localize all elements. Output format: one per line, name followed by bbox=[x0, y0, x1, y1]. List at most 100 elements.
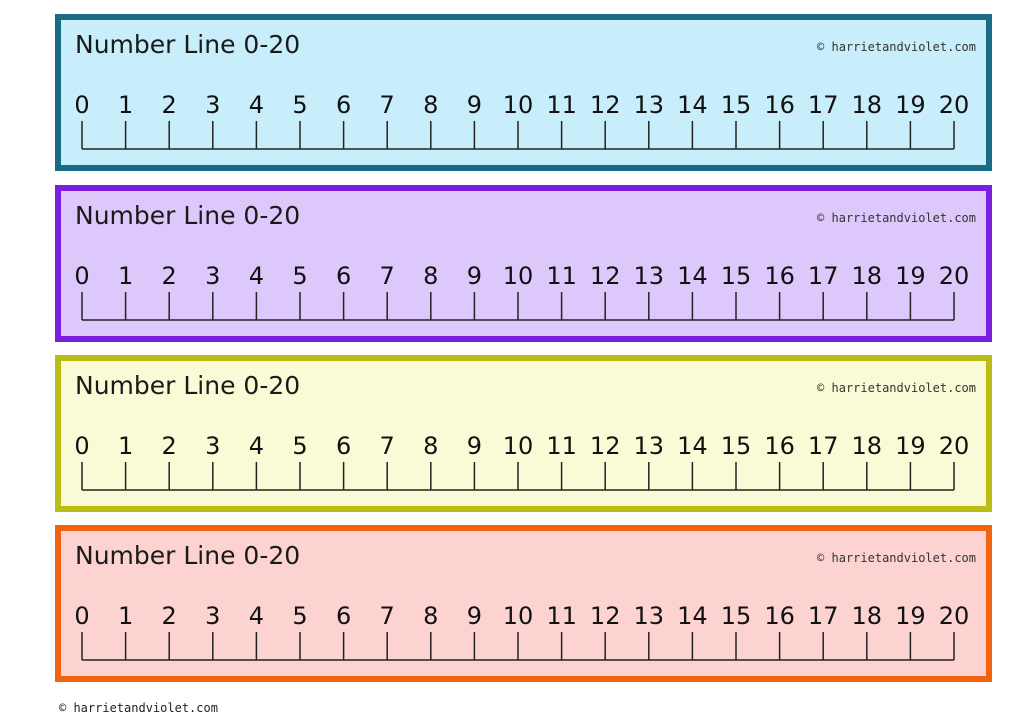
tick-label-8: 8 bbox=[423, 602, 438, 630]
tick-label-17: 17 bbox=[808, 602, 839, 630]
strip-title: Number Line 0-20 bbox=[75, 371, 301, 400]
tick-label-7: 7 bbox=[380, 602, 395, 630]
tick-label-16: 16 bbox=[764, 91, 795, 119]
tick-label-7: 7 bbox=[380, 262, 395, 290]
tick-label-1: 1 bbox=[118, 262, 133, 290]
tick-label-19: 19 bbox=[895, 91, 926, 119]
tick-label-8: 8 bbox=[423, 262, 438, 290]
tick-label-17: 17 bbox=[808, 432, 839, 460]
number-line: 0 1 2 3 4 5 6 7 8 9 10 11 12 13 14 15 16 17 18 19 20 bbox=[74, 602, 970, 661]
strip-title: Number Line 0-20 bbox=[75, 201, 301, 230]
number-line: 0 1 2 3 4 5 6 7 8 9 10 11 12 13 14 15 16 17 18 19 20 bbox=[74, 262, 970, 321]
tick-label-4: 4 bbox=[249, 432, 264, 460]
tick-label-8: 8 bbox=[423, 91, 438, 119]
tick-label-17: 17 bbox=[808, 91, 839, 119]
tick-label-9: 9 bbox=[467, 432, 482, 460]
tick-label-12: 12 bbox=[590, 432, 621, 460]
tick-label-16: 16 bbox=[764, 602, 795, 630]
strip-title: Number Line 0-20 bbox=[75, 30, 301, 59]
tick-label-5: 5 bbox=[292, 91, 307, 119]
tick-label-0: 0 bbox=[74, 602, 89, 630]
tick-label-20: 20 bbox=[939, 91, 970, 119]
tick-label-10: 10 bbox=[503, 432, 534, 460]
tick-label-14: 14 bbox=[677, 91, 708, 119]
tick-label-12: 12 bbox=[590, 262, 621, 290]
tick-label-17: 17 bbox=[808, 262, 839, 290]
strip-copyright-credit: © harrietandviolet.com bbox=[817, 381, 976, 395]
tick-label-7: 7 bbox=[380, 432, 395, 460]
tick-label-11: 11 bbox=[546, 262, 577, 290]
number-line: 0 1 2 3 4 5 6 7 8 9 10 11 12 13 14 15 16 17 18 19 20 bbox=[74, 432, 970, 491]
tick-label-3: 3 bbox=[205, 91, 220, 119]
strip-copyright-credit: © harrietandviolet.com bbox=[817, 551, 976, 565]
tick-label-0: 0 bbox=[74, 262, 89, 290]
tick-label-6: 6 bbox=[336, 91, 351, 119]
tick-label-5: 5 bbox=[292, 432, 307, 460]
tick-label-13: 13 bbox=[634, 91, 665, 119]
tick-label-18: 18 bbox=[852, 602, 883, 630]
tick-label-10: 10 bbox=[503, 602, 534, 630]
tick-label-13: 13 bbox=[634, 602, 665, 630]
tick-label-11: 11 bbox=[546, 602, 577, 630]
strip-title: Number Line 0-20 bbox=[75, 541, 301, 570]
number-line-strip-purple: Number Line 0-20 © harrietandviolet.com … bbox=[55, 185, 992, 342]
tick-label-19: 19 bbox=[895, 602, 926, 630]
tick-label-10: 10 bbox=[503, 91, 534, 119]
tick-label-9: 9 bbox=[467, 262, 482, 290]
tick-label-15: 15 bbox=[721, 91, 752, 119]
tick-label-1: 1 bbox=[118, 91, 133, 119]
tick-label-20: 20 bbox=[939, 262, 970, 290]
number-line-strip-orange: Number Line 0-20 © harrietandviolet.com … bbox=[55, 525, 992, 682]
tick-label-9: 9 bbox=[467, 602, 482, 630]
footer-copyright-credit: © harrietandviolet.com bbox=[59, 701, 218, 715]
tick-label-20: 20 bbox=[939, 432, 970, 460]
tick-label-5: 5 bbox=[292, 602, 307, 630]
tick-label-3: 3 bbox=[205, 602, 220, 630]
tick-label-0: 0 bbox=[74, 91, 89, 119]
tick-label-14: 14 bbox=[677, 262, 708, 290]
tick-label-9: 9 bbox=[467, 91, 482, 119]
tick-label-0: 0 bbox=[74, 432, 89, 460]
strip-copyright-credit: © harrietandviolet.com bbox=[817, 40, 976, 54]
tick-label-2: 2 bbox=[162, 91, 177, 119]
tick-label-11: 11 bbox=[546, 432, 577, 460]
strip-copyright-credit: © harrietandviolet.com bbox=[817, 211, 976, 225]
tick-label-18: 18 bbox=[852, 262, 883, 290]
tick-label-4: 4 bbox=[249, 91, 264, 119]
tick-label-14: 14 bbox=[677, 432, 708, 460]
tick-label-16: 16 bbox=[764, 432, 795, 460]
tick-label-15: 15 bbox=[721, 262, 752, 290]
tick-label-2: 2 bbox=[162, 262, 177, 290]
tick-label-18: 18 bbox=[852, 432, 883, 460]
tick-label-14: 14 bbox=[677, 602, 708, 630]
tick-label-4: 4 bbox=[249, 602, 264, 630]
tick-label-11: 11 bbox=[546, 91, 577, 119]
number-line: 0 1 2 3 4 5 6 7 8 9 10 11 12 13 14 15 16 17 18 19 20 bbox=[74, 91, 970, 150]
tick-label-13: 13 bbox=[634, 262, 665, 290]
tick-label-1: 1 bbox=[118, 432, 133, 460]
tick-label-19: 19 bbox=[895, 432, 926, 460]
tick-label-12: 12 bbox=[590, 602, 621, 630]
tick-label-1: 1 bbox=[118, 602, 133, 630]
tick-label-15: 15 bbox=[721, 432, 752, 460]
tick-label-6: 6 bbox=[336, 432, 351, 460]
tick-label-3: 3 bbox=[205, 262, 220, 290]
tick-label-2: 2 bbox=[162, 602, 177, 630]
tick-label-12: 12 bbox=[590, 91, 621, 119]
tick-label-19: 19 bbox=[895, 262, 926, 290]
tick-label-2: 2 bbox=[162, 432, 177, 460]
tick-label-13: 13 bbox=[634, 432, 665, 460]
tick-label-5: 5 bbox=[292, 262, 307, 290]
tick-label-8: 8 bbox=[423, 432, 438, 460]
tick-label-18: 18 bbox=[852, 91, 883, 119]
tick-label-20: 20 bbox=[939, 602, 970, 630]
tick-label-15: 15 bbox=[721, 602, 752, 630]
tick-label-6: 6 bbox=[336, 262, 351, 290]
tick-label-3: 3 bbox=[205, 432, 220, 460]
tick-label-6: 6 bbox=[336, 602, 351, 630]
tick-label-7: 7 bbox=[380, 91, 395, 119]
number-line-strip-blue: Number Line 0-20 © harrietandviolet.com … bbox=[55, 14, 992, 171]
tick-label-16: 16 bbox=[764, 262, 795, 290]
tick-label-10: 10 bbox=[503, 262, 534, 290]
tick-label-4: 4 bbox=[249, 262, 264, 290]
